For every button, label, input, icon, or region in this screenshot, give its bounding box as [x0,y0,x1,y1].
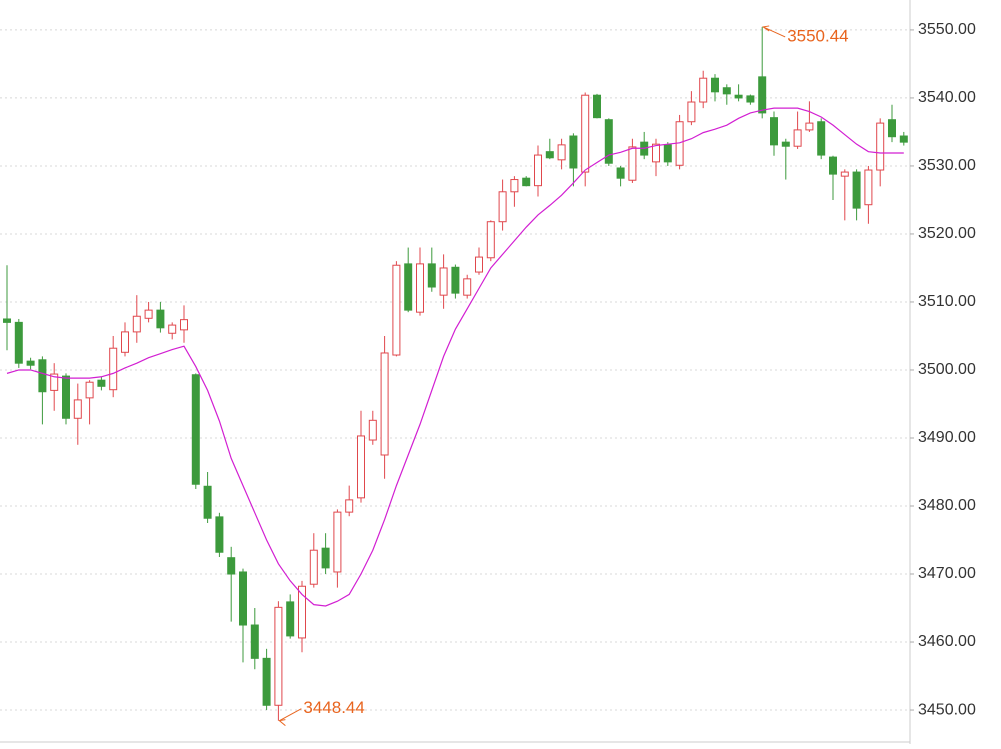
annotation-label: 3550.44 [787,26,848,45]
candle-body [345,499,354,513]
candle-body [368,419,377,441]
candle-body [121,331,129,353]
candle-body [652,143,660,163]
candle-body [144,309,153,319]
candle-body [321,547,330,569]
candle-body [357,435,365,499]
annotation-label: 3448.44 [303,698,364,717]
candle-body [829,156,837,175]
candle-body [758,76,767,114]
candle-body [746,95,755,103]
candle-body [274,606,283,706]
candle-body [73,399,82,419]
candle-body [840,171,849,177]
candle-body [604,119,613,164]
y-tick-label: 3510.00 [918,293,976,310]
moving-average [6,107,904,607]
candle-body [250,624,259,659]
y-tick-label: 3470.00 [918,565,976,582]
y-tick-label: 3450.00 [918,701,976,718]
candle-body [510,179,519,193]
candle-body [486,221,495,259]
candle-body [451,266,460,294]
candle-body [439,267,448,296]
candle-body [793,129,802,147]
candle-body [298,585,306,639]
candle-body [380,352,389,456]
candle-body [156,309,165,329]
candle-body [876,122,885,171]
candle-body [522,177,531,187]
candle-body [85,381,94,399]
annotation-arrowhead [761,25,770,32]
candle-body [805,122,814,131]
candle-body [888,119,896,138]
candle-body [581,94,590,173]
candle-body [463,278,472,296]
candle-body [427,263,436,288]
candle-body [475,256,483,273]
candle-body [333,511,342,573]
y-tick-label: 3530.00 [918,157,976,174]
candle-body [26,360,35,366]
candle-body [239,571,247,626]
candle-body [852,171,861,209]
candle-body [309,549,318,585]
candle-body [168,324,177,334]
candle-body [132,315,141,333]
candle-body [38,359,47,393]
candle-body [286,601,295,637]
y-tick-label: 3490.00 [918,429,976,446]
candle-body [180,319,188,331]
y-tick-label: 3520.00 [918,225,976,242]
candle-body [663,144,672,163]
candle-body [569,135,578,169]
candle-body [711,77,719,93]
candle-body [203,485,212,519]
candle-body [616,167,625,179]
candle-body [628,146,637,181]
candle-body [899,135,908,143]
candle-body [392,264,401,356]
y-tick-label: 3550.00 [918,21,976,38]
y-tick-label: 3460.00 [918,633,976,650]
y-tick-label: 3480.00 [918,497,976,514]
candle-body [734,94,743,99]
candle-body [699,77,708,103]
annotation-arrow [279,708,302,722]
candle-body [817,121,826,156]
candle-body [227,557,236,575]
candle-body [262,657,271,706]
candle-body [545,151,554,159]
candle-body [62,375,70,419]
y-tick-label: 3500.00 [918,361,976,378]
candle-body [50,373,59,391]
annotation-arrow [762,26,786,38]
y-tick-label: 3540.00 [918,89,976,106]
annotation-arrowhead [278,719,286,727]
candle-body [215,516,224,553]
candle-body [498,191,507,223]
candle-body [416,263,424,313]
candle-body [557,144,566,161]
candle-body [722,87,731,95]
candle-body [781,141,790,147]
candle-body [97,379,106,387]
candle-body [770,117,778,146]
candle-body [593,94,601,119]
candle-body [534,154,542,187]
candle-body [14,321,23,364]
candle-body [404,263,413,311]
candle-body [109,347,118,391]
candle-body [864,169,873,206]
candle-body [687,101,696,123]
candle-body [191,374,200,485]
candle-body [3,318,11,323]
